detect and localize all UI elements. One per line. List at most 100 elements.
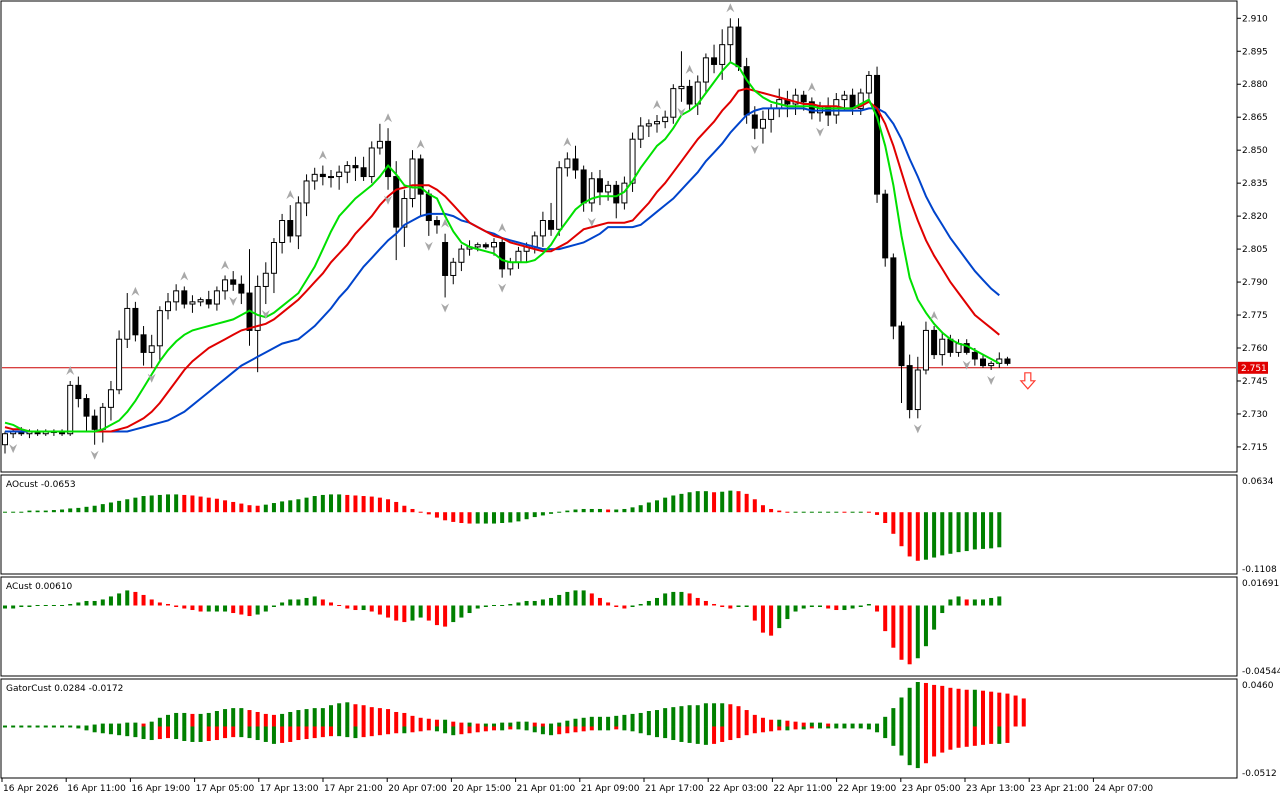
gator-upper-bar — [842, 723, 847, 727]
ac-bar — [19, 605, 24, 608]
ac-bar — [263, 605, 268, 612]
candle — [385, 128, 392, 190]
ao-bar — [166, 494, 170, 513]
candle — [702, 53, 709, 94]
ac-bar — [11, 605, 16, 609]
fractal-up-marker — [563, 137, 572, 147]
gator-pane[interactable] — [3, 682, 1026, 769]
ao-bar — [532, 512, 537, 518]
gator-lower-bar — [76, 726, 81, 729]
gator-upper-bar — [907, 687, 912, 727]
gator-upper-bar — [255, 711, 260, 727]
ao-bar — [573, 509, 578, 513]
gator-upper-bar — [866, 723, 871, 727]
ao-bar — [687, 492, 692, 513]
price-pane[interactable] — [2, 3, 1236, 460]
gator-lower-bar — [508, 726, 513, 730]
gator-lower-bar — [410, 726, 415, 733]
ao-bar — [434, 512, 439, 518]
gator-lower-bar — [68, 726, 73, 728]
ao-bar — [133, 497, 138, 513]
gator-upper-bar — [923, 682, 928, 727]
candle-body — [874, 74, 881, 195]
fractal-down-marker — [816, 127, 824, 137]
price-tick-label: 2.760 — [1242, 344, 1268, 354]
candle-body — [140, 334, 147, 353]
gator-upper-bar — [214, 711, 219, 727]
candle — [637, 117, 644, 148]
candle-body — [580, 169, 587, 204]
candle — [588, 172, 595, 212]
ac-bar — [752, 605, 757, 621]
candle-body — [759, 118, 766, 129]
gator-upper-bar — [720, 703, 725, 727]
candle — [931, 326, 938, 359]
ac-bar — [972, 599, 977, 606]
ac-bar — [108, 596, 113, 606]
candle-body — [800, 94, 807, 103]
gator-upper-bar — [655, 710, 659, 727]
candle-body — [662, 116, 669, 123]
ac-bar — [60, 604, 65, 606]
candle — [336, 165, 343, 190]
ac-bar — [565, 591, 570, 606]
gator-lower-bar — [304, 726, 309, 740]
candle-body — [670, 88, 677, 118]
ac-bar — [369, 605, 374, 612]
ac-bar — [312, 596, 317, 606]
candle-body — [344, 165, 351, 173]
candle — [596, 169, 603, 206]
candle — [450, 257, 457, 285]
gator-lower-bar — [117, 726, 122, 736]
ao-bar — [92, 505, 97, 513]
price-axis: 2.910 2.895 2.880 2.865 2.850 2.835 2.820 2.805… — [1237, 14, 1280, 779]
candle — [458, 244, 465, 272]
ao-bar — [475, 512, 480, 524]
gator-upper-bar — [345, 702, 350, 727]
candle — [882, 189, 889, 267]
candle — [996, 352, 1003, 368]
ao-bar — [402, 505, 407, 513]
ac-bar — [353, 605, 358, 611]
candle-body — [939, 338, 946, 356]
gator-lower-bar — [524, 726, 529, 731]
candle-body — [743, 66, 750, 116]
fractal-up-marker — [131, 286, 140, 296]
gator-upper-bar — [769, 719, 774, 727]
ac-pane-frame — [0, 576, 1238, 677]
candle — [922, 321, 929, 375]
gator-upper-bar — [606, 716, 611, 727]
ac-pane[interactable] — [3, 590, 1002, 665]
candle — [173, 284, 180, 311]
ac-bar — [247, 605, 252, 617]
ao-bar — [834, 511, 839, 513]
ac-tick-label-bottom: -0.04544 — [1242, 667, 1280, 677]
gator-upper-bar — [565, 720, 570, 727]
ac-bar — [981, 599, 985, 606]
candle — [662, 110, 669, 129]
ac-bar — [883, 605, 888, 632]
gator-lower-bar — [174, 726, 179, 740]
ao-pane[interactable] — [3, 490, 1002, 561]
gator-upper-bar — [663, 708, 668, 727]
gator-upper-bar — [280, 713, 285, 727]
candle — [874, 66, 881, 203]
ac-bar — [923, 605, 928, 647]
candle — [148, 334, 155, 368]
gator-upper-bar — [508, 722, 513, 727]
time-tick-label: 21 Apr 01:00 — [517, 784, 576, 794]
candle — [442, 233, 449, 298]
candle-body — [181, 290, 188, 305]
ac-bar — [475, 605, 480, 609]
ao-bar — [875, 512, 880, 515]
ao-bar — [443, 512, 448, 521]
gator-lower-bar — [125, 726, 130, 737]
candle-body — [83, 398, 90, 417]
gator-upper-bar — [68, 725, 73, 727]
gator-upper-bar — [703, 703, 708, 727]
ac-bar — [492, 604, 496, 606]
ao-bar — [785, 511, 790, 513]
gator-lower-bar — [467, 726, 472, 734]
